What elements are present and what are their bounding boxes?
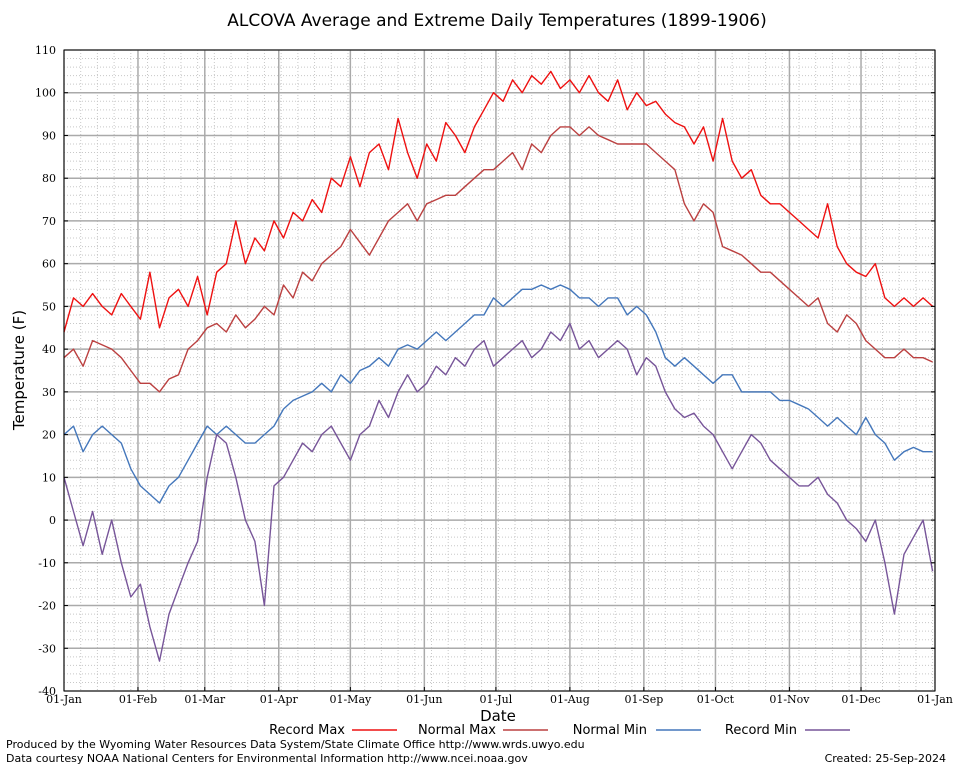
plot-frame (63, 49, 936, 692)
legend: Record Max Normal Max Normal Min Record Min (269, 723, 850, 738)
x-axis-label: Date (480, 707, 516, 725)
chart-title: ALCOVA Average and Extreme Daily Tempera… (227, 11, 766, 31)
y-tick-label: 30 (42, 386, 56, 399)
footer-created: Created: 25-Sep-2024 (824, 752, 946, 765)
legend-label-normal-min: Normal Min (573, 723, 647, 738)
minor-grid (63, 49, 935, 692)
y-tick-label: 100 (35, 87, 56, 100)
y-tick-label: -40 (38, 685, 56, 698)
legend-label-record-max: Record Max (269, 723, 345, 738)
y-tick-label: 10 (42, 471, 56, 484)
x-tick-label: 01-Dec (841, 693, 880, 706)
x-tick-label: 01-Jul (480, 693, 513, 706)
y-axis-label: Temperature (F) (10, 310, 28, 431)
series-layer (63, 70, 934, 662)
y-axis-ticks: -40 -30 -20 -10 0 10 20 30 40 50 60 70 80 90 100 110 (35, 44, 935, 698)
x-tick-label: 01-Apr (260, 693, 299, 706)
x-tick-label: 01-Jan (917, 693, 953, 706)
y-tick-label: 50 (42, 300, 56, 313)
y-tick-label: 40 (42, 343, 56, 356)
y-tick-label: -20 (38, 600, 56, 613)
series-line-normal-min (63, 284, 933, 504)
y-tick-label: -30 (38, 642, 56, 655)
major-grid (63, 49, 936, 692)
y-tick-label: 70 (42, 215, 56, 228)
legend-label-record-min: Record Min (725, 723, 797, 738)
footer-produced-by: Produced by the Wyoming Water Resources … (6, 738, 585, 751)
y-tick-label: 60 (42, 258, 56, 271)
x-tick-label: 01-Mar (184, 693, 226, 706)
x-tick-label: 01-Oct (697, 693, 735, 706)
series-line-record-max (63, 70, 934, 333)
x-tick-label: 01-Jan (46, 693, 82, 706)
y-tick-label: 110 (35, 44, 56, 57)
x-tick-label: 01-Jun (406, 693, 442, 706)
y-tick-label: -10 (38, 557, 56, 570)
x-tick-label: 01-May (329, 693, 372, 706)
y-tick-label: 90 (42, 129, 56, 142)
x-tick-label: 01-Nov (769, 693, 810, 706)
series-line-record-min (63, 322, 934, 662)
legend-label-normal-max: Normal Max (418, 723, 496, 738)
x-tick-label: 01-Sep (624, 693, 663, 706)
footer-data-courtesy: Data courtesy NOAA National Centers for … (6, 752, 528, 765)
y-tick-label: 80 (42, 172, 56, 185)
x-tick-label: 01-Feb (119, 693, 157, 706)
x-axis-ticks: 01-Jan 01-Feb 01-Mar 01-Apr 01-May 01-Jun 01-J… (46, 687, 953, 706)
series-line-normal-max (63, 126, 933, 393)
y-tick-label: 20 (42, 429, 56, 442)
y-tick-label: 0 (49, 514, 56, 527)
x-tick-label: 01-Aug (550, 693, 590, 706)
